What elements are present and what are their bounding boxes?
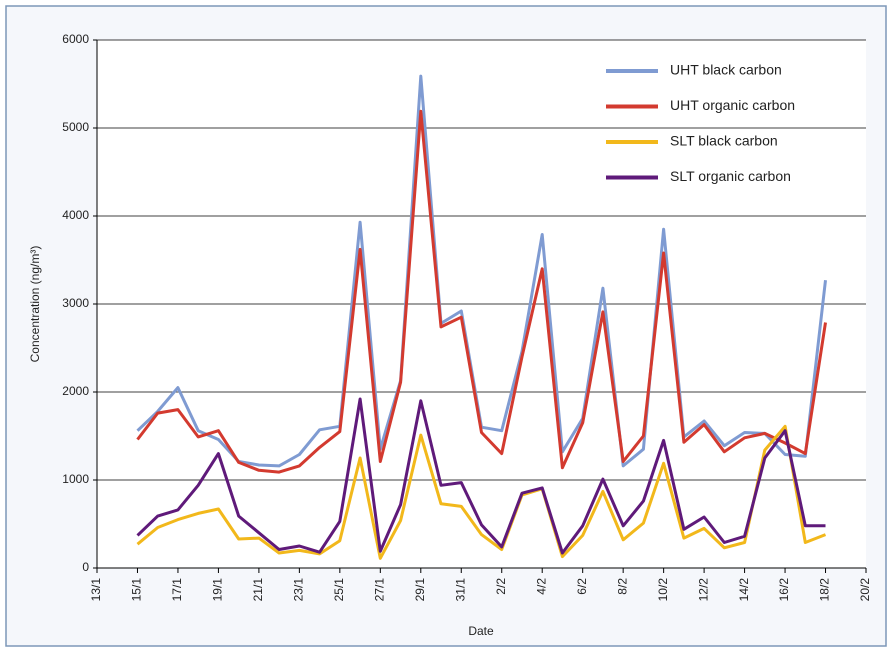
y-tick-label: 1000 [62, 472, 89, 486]
data-line [136, 424, 827, 560]
data-line [136, 397, 826, 555]
legend-label: SLT organic carbon [670, 168, 791, 184]
x-tick-label: 8/2 [615, 578, 629, 595]
x-tick-label: 29/1 [413, 578, 427, 602]
x-axis-label: Date [468, 624, 494, 638]
x-tick-label: 31/1 [453, 578, 467, 602]
y-tick-label: 3000 [62, 296, 89, 310]
x-tick-label: 18/2 [818, 578, 832, 602]
y-axis-label: Concentration (ng/m³) [28, 246, 42, 363]
x-tick-label: 10/2 [656, 578, 670, 602]
data-line [136, 109, 827, 474]
x-tick-label: 13/1 [89, 578, 103, 602]
x-tick-label: 15/1 [130, 578, 144, 602]
x-tick-label: 6/2 [575, 578, 589, 595]
legend-label: SLT black carbon [670, 133, 778, 149]
x-tick-label: 14/2 [737, 578, 751, 602]
y-tick-label: 6000 [62, 32, 89, 46]
y-tick-label: 2000 [62, 384, 89, 398]
x-tick-label: 17/1 [170, 578, 184, 602]
y-tick-label: 4000 [62, 208, 89, 222]
y-tick-label: 0 [82, 560, 89, 574]
legend-label: UHT black carbon [670, 62, 782, 78]
x-tick-label: 21/1 [251, 578, 265, 602]
y-tick-label: 5000 [62, 120, 89, 134]
x-tick-label: 4/2 [534, 578, 548, 595]
x-tick-label: 16/2 [777, 578, 791, 602]
x-tick-label: 23/1 [292, 578, 306, 602]
x-tick-label: 19/1 [211, 578, 225, 602]
x-tick-label: 25/1 [332, 578, 346, 602]
legend-label: UHT organic carbon [670, 97, 795, 113]
x-tick-label: 12/2 [696, 578, 710, 602]
x-tick-label: 20/2 [858, 578, 872, 602]
x-tick-label: 27/1 [372, 578, 386, 602]
x-tick-label: 2/2 [494, 578, 508, 595]
